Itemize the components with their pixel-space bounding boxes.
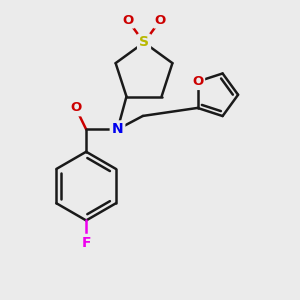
Text: O: O bbox=[70, 101, 81, 114]
Text: O: O bbox=[122, 14, 133, 27]
Text: S: S bbox=[139, 35, 149, 50]
Text: F: F bbox=[81, 236, 91, 250]
Text: N: N bbox=[112, 122, 123, 136]
Text: O: O bbox=[192, 75, 203, 88]
Text: O: O bbox=[155, 14, 166, 27]
